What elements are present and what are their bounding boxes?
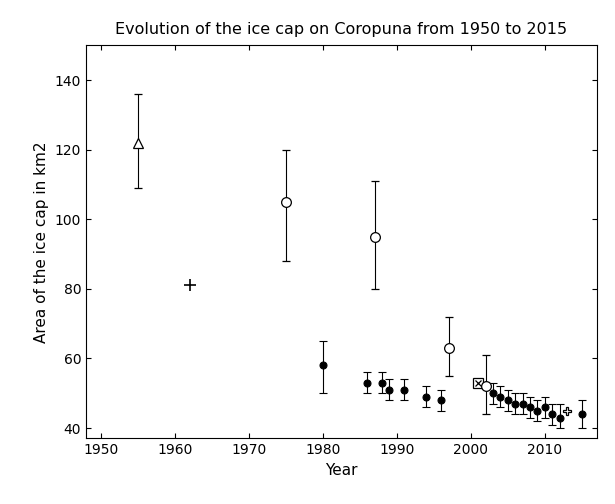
X-axis label: Year: Year	[325, 463, 357, 478]
Y-axis label: Area of the ice cap in km2: Area of the ice cap in km2	[34, 141, 49, 343]
Title: Evolution of the ice cap on Coropuna from 1950 to 2015: Evolution of the ice cap on Coropuna fro…	[115, 22, 568, 37]
